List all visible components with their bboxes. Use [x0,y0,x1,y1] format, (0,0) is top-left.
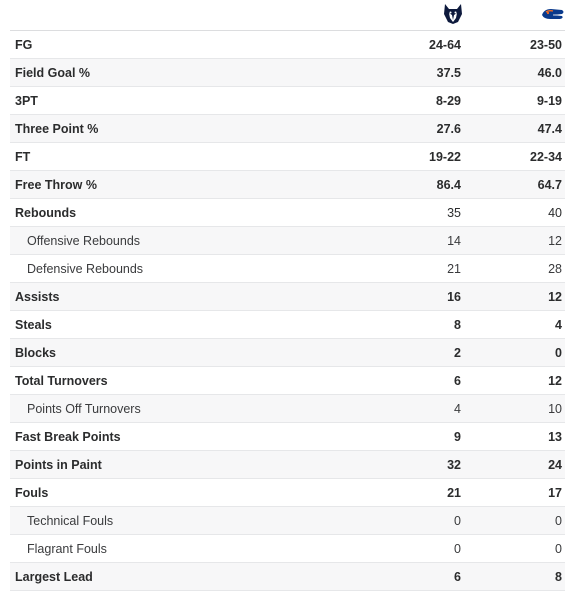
stat-row: Offensive Rebounds 14 12 [10,227,565,255]
stat-label: Points Off Turnovers [27,402,141,416]
team-a-value: 0 [454,542,461,556]
team-b-value: 0 [555,346,562,360]
team-a-value: 27.6 [436,122,461,136]
stat-row: 3PT 8-29 9-19 [10,87,565,115]
stat-row: Field Goal % 37.5 46.0 [10,59,565,87]
team-a-value: 2 [454,346,461,360]
team-a-value: 37.5 [436,66,461,80]
team-b-value: 28 [548,262,562,276]
stat-label: Free Throw % [15,178,97,192]
stat-row: Free Throw % 86.4 64.7 [10,171,565,199]
team-b-value: 8 [555,570,562,584]
stat-label: 3PT [15,94,38,108]
stat-row: Defensive Rebounds 21 28 [10,255,565,283]
team-b-value: 12 [548,374,562,388]
team-b-value: 47.4 [537,122,562,136]
stat-row: Points Off Turnovers 4 10 [10,395,565,423]
team-header-row [10,0,565,31]
team-b-value: 10 [548,402,562,416]
stat-row: Total Turnovers 6 12 [10,367,565,395]
stat-row: Largest Lead 6 8 [10,563,565,591]
stat-row: Blocks 2 0 [10,339,565,367]
stat-row: Steals 8 4 [10,311,565,339]
stat-label: Points in Paint [15,458,102,472]
stat-row: Technical Fouls 0 0 [10,507,565,535]
stat-label: Technical Fouls [27,514,114,528]
team-a-value: 8 [454,318,461,332]
stat-row: FG 24-64 23-50 [10,31,565,59]
team-b-value: 46.0 [537,66,562,80]
stat-label: Field Goal % [15,66,91,80]
team-a-value: 9 [454,430,461,444]
team-a-value: 21 [447,486,461,500]
team-b-value: 9-19 [536,94,562,108]
husky-logo-icon[interactable] [441,3,465,25]
stat-row: Rebounds 35 40 [10,199,565,227]
team-b-value: 0 [555,514,562,528]
team-b-value: 4 [555,318,562,332]
stat-label: Three Point % [15,122,99,136]
stat-row: Fouls 21 17 [10,479,565,507]
stat-row: Three Point % 27.6 47.4 [10,115,565,143]
stat-row: Assists 16 12 [10,283,565,311]
team-a-value: 6 [454,374,461,388]
stat-label: Flagrant Fouls [27,542,107,556]
stat-label: Rebounds [15,206,77,220]
team-a-value: 21 [447,262,461,276]
team-a-value: 35 [447,206,461,220]
team-a-value: 8-29 [435,94,461,108]
team-b-value: 0 [555,542,562,556]
team-b-value: 22-34 [530,150,562,164]
stat-label: Fouls [15,486,49,500]
team-b-value: 64.7 [537,178,562,192]
stat-row: Points in Paint 32 24 [10,451,565,479]
team-b-value: 12 [548,290,562,304]
team-b-value: 12 [548,234,562,248]
stat-label: FT [15,150,31,164]
stat-label: Steals [15,318,52,332]
stat-row: Fast Break Points 9 13 [10,423,565,451]
team-b-value: 24 [548,458,562,472]
stat-label: FG [15,38,33,52]
team-a-value: 32 [447,458,461,472]
team-b-value: 40 [548,206,562,220]
stat-label: Total Turnovers [15,374,108,388]
stat-label: Largest Lead [15,570,93,584]
team-a-value: 4 [454,402,461,416]
gator-logo-icon[interactable] [541,3,565,25]
stat-label: Defensive Rebounds [27,262,144,276]
stat-label: Offensive Rebounds [27,234,141,248]
stat-row: Flagrant Fouls 0 0 [10,535,565,563]
team-a-value: 16 [447,290,461,304]
team-a-value: 14 [447,234,461,248]
team-b-value: 23-50 [530,38,562,52]
team-a-value: 19-22 [429,150,461,164]
team-a-value: 24-64 [429,38,461,52]
team-a-value: 86.4 [436,178,461,192]
stat-label: Fast Break Points [15,430,121,444]
team-b-value: 17 [548,486,562,500]
team-a-value: 0 [454,514,461,528]
stat-label: Assists [15,290,60,304]
stat-row: FT 19-22 22-34 [10,143,565,171]
team-b-value: 13 [548,430,562,444]
team-a-value: 6 [454,570,461,584]
stat-label: Blocks [15,346,56,360]
team-stats-table: FG 24-64 23-50 Field Goal % 37.5 46.0 3PT 8-29 9… [10,0,565,591]
